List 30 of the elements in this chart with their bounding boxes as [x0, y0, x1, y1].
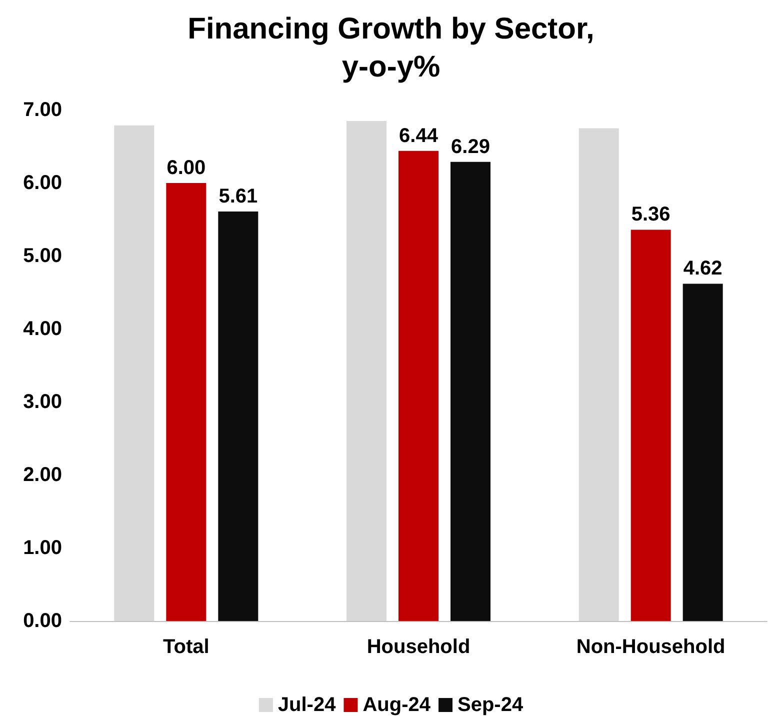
- y-tick-label: 1.00: [23, 537, 62, 559]
- bar: [578, 128, 619, 621]
- bar: [218, 211, 258, 621]
- y-tick-label: 5.00: [23, 245, 62, 267]
- legend-label: Jul-24: [278, 694, 337, 716]
- y-tick-label: 4.00: [23, 318, 62, 340]
- y-tick-label: 6.00: [23, 172, 62, 194]
- data-label: 5.36: [631, 204, 670, 226]
- bar: [398, 150, 438, 621]
- bar: [346, 120, 386, 621]
- data-label: 6.00: [166, 157, 206, 179]
- data-label: 5.61: [218, 185, 258, 208]
- data-label: 6.44: [399, 124, 439, 147]
- data-label: 4.62: [683, 258, 722, 280]
- bar: [114, 125, 154, 621]
- y-tick-label: 7.00: [23, 99, 62, 121]
- x-tick-label: Household: [366, 636, 470, 658]
- y-tick-label: 2.00: [23, 464, 62, 486]
- y-tick-label: 3.00: [23, 391, 62, 413]
- legend-label: Sep-24: [458, 694, 524, 716]
- data-label: 6.29: [451, 136, 490, 158]
- y-tick-label: 0.00: [23, 610, 62, 632]
- legend-label: Aug-24: [362, 694, 432, 716]
- x-tick-label: Total: [163, 636, 210, 658]
- chart-title: Financing Growth by Sector, y-o-y%: [188, 12, 594, 84]
- bar: [630, 230, 671, 621]
- bar: [682, 284, 723, 621]
- x-tick-label: Non-Household: [576, 636, 726, 658]
- bar: [166, 183, 206, 621]
- bar: [450, 162, 490, 621]
